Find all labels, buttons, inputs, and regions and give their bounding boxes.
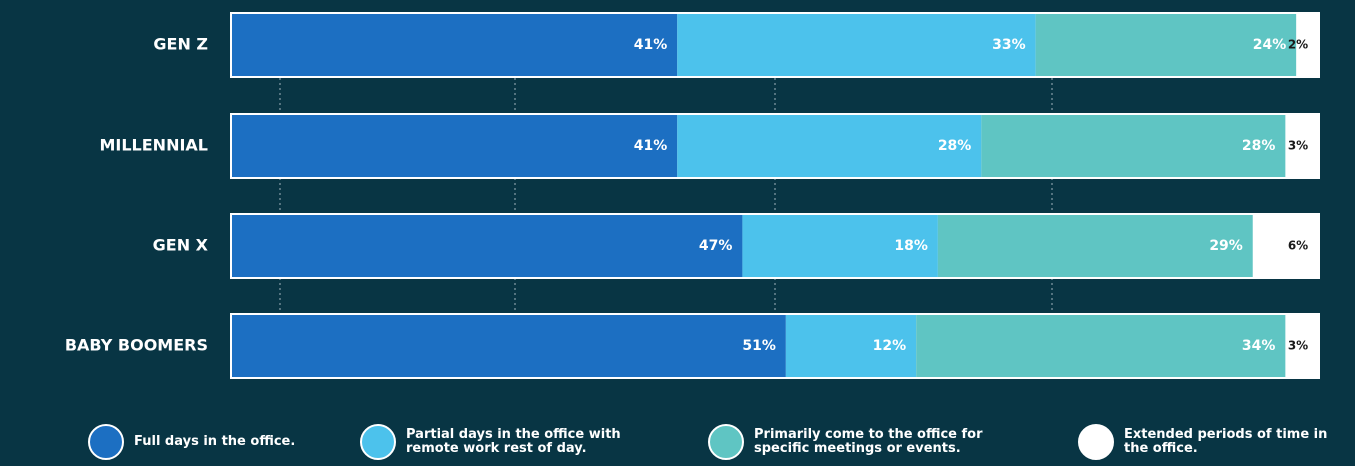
bar-segment [1035, 14, 1297, 76]
category-label: BABY BOOMERS [65, 336, 208, 355]
value-label: 34% [1242, 338, 1276, 354]
bar-segment [1285, 115, 1318, 177]
value-label: 6% [1288, 239, 1308, 253]
bar-segment [785, 315, 917, 377]
legend-swatch [360, 424, 396, 460]
value-label: 3% [1288, 339, 1308, 353]
bar-segment [677, 14, 1036, 76]
legend-label: Primarily come to the office for specifi… [754, 427, 983, 456]
value-label: 28% [938, 138, 972, 154]
legend-item: Partial days in the office with remote w… [360, 424, 636, 460]
legend-label: Extended periods of time in the office. [1124, 427, 1328, 456]
value-label: 41% [634, 138, 668, 154]
legend-label: Partial days in the office with remote w… [406, 427, 621, 456]
value-label: 28% [1242, 138, 1276, 154]
value-label: 2% [1288, 38, 1308, 52]
bar-segment [232, 315, 786, 377]
value-label: 24% [1253, 37, 1287, 53]
legend-swatch [1078, 424, 1114, 460]
category-label: MILLENNIAL [99, 136, 208, 155]
value-label: 18% [894, 238, 928, 254]
value-label: 33% [992, 37, 1026, 53]
value-label: 3% [1288, 139, 1308, 153]
bar-segment [1252, 215, 1318, 277]
legend-label: Full days in the office. [134, 434, 296, 449]
legend-swatch [708, 424, 744, 460]
bar-segment [981, 115, 1286, 177]
bar-segment [232, 215, 743, 277]
value-label: 12% [873, 338, 907, 354]
category-label: GEN X [153, 236, 209, 255]
legend-item: Full days in the office. [88, 424, 364, 460]
bar-segment [232, 115, 678, 177]
bar-segment [742, 215, 938, 277]
category-label: GEN Z [153, 35, 208, 54]
value-label: 51% [742, 338, 776, 354]
bar-segment [232, 14, 678, 76]
bar-segment [677, 115, 982, 177]
value-label: 47% [699, 238, 733, 254]
value-label: 29% [1209, 238, 1243, 254]
bar-segment [1296, 14, 1318, 76]
bar-segment [937, 215, 1253, 277]
bar-segment [916, 315, 1286, 377]
legend-swatch [88, 424, 124, 460]
legend-item: Primarily come to the office for specifi… [708, 424, 984, 460]
bar-segment [1285, 315, 1318, 377]
value-label: 41% [634, 37, 668, 53]
legend: Full days in the office. Partial days in … [0, 424, 1355, 466]
legend-item: Extended periods of time in the office. [1078, 424, 1354, 460]
chart: GEN Z 41% 33% 24% 2% MILLENNIAL 41% 28% 28% 3% GEN… [65, 12, 1320, 379]
